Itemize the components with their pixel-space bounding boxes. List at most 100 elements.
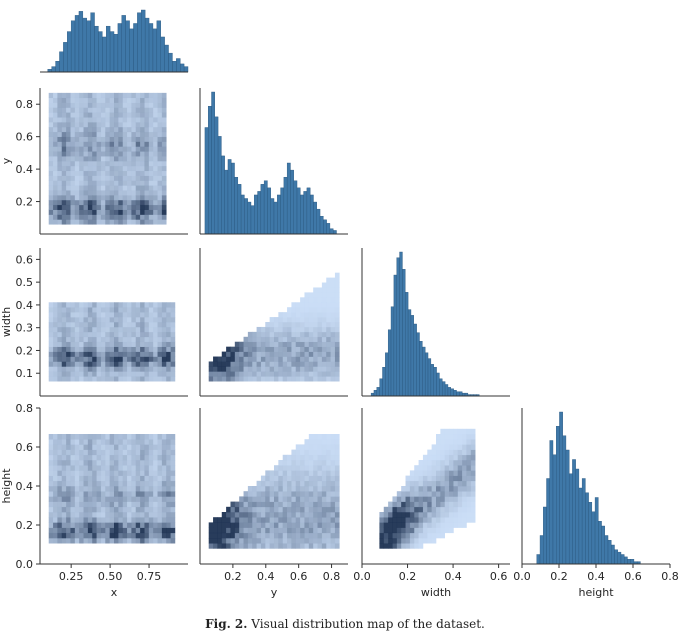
density-cell-width-x <box>161 312 167 318</box>
density-cell-y-x <box>135 112 141 118</box>
density-cell-width-x <box>144 302 150 308</box>
density-cell-width-x <box>87 371 93 377</box>
density-cell-width-y <box>330 356 336 362</box>
density-cell-height-y <box>260 512 266 518</box>
density-cell-width-x <box>61 312 67 318</box>
density-cell-width-x <box>87 331 93 338</box>
density-cell-width-x <box>135 322 141 328</box>
density-cell-width-y <box>334 302 340 308</box>
density-cell-width-x <box>166 356 171 362</box>
density-cell-y-x <box>74 102 80 108</box>
density-cell-height-x <box>87 449 93 456</box>
density-cell-height-x <box>100 522 106 528</box>
density-cell-height-y <box>256 527 262 534</box>
density-cell-height-y <box>300 475 305 482</box>
density-cell-height-x <box>122 527 128 534</box>
density-cell-height-y <box>321 491 327 497</box>
density-cell-width-x <box>92 371 97 377</box>
density-cell-height-y <box>295 517 301 523</box>
density-cell-width-y <box>247 336 253 343</box>
density-cell-height-y <box>326 506 331 513</box>
hist-bar-x <box>125 20 130 73</box>
hist-bar-y <box>231 162 235 235</box>
density-cell-y-x <box>127 219 132 225</box>
density-cell-height-width <box>449 486 454 492</box>
density-cell-height-y <box>330 491 336 497</box>
density-cell-width-y <box>334 326 340 333</box>
density-cell-height-x <box>105 522 110 528</box>
density-cell-width-y <box>295 356 301 362</box>
hist-bar-height <box>565 449 570 565</box>
density-cell-height-x <box>122 460 128 466</box>
density-cell-height-x <box>114 538 119 544</box>
density-cell-height-y <box>291 480 297 487</box>
density-cell-height-width <box>457 480 463 487</box>
density-cell-y-x <box>74 161 80 167</box>
density-cell-width-x <box>48 371 54 377</box>
density-cell-width-y <box>226 346 231 352</box>
density-cell-width-x <box>48 341 54 347</box>
density-cell-height-width <box>418 460 424 466</box>
density-cell-width-x <box>153 351 158 357</box>
density-cell-height-x <box>53 522 58 528</box>
density-cell-width-x <box>100 322 106 328</box>
density-cell-y-x <box>157 165 163 172</box>
density-cell-y-x <box>57 195 63 201</box>
density-cell-height-x <box>57 532 63 539</box>
density-cell-y-x <box>105 126 110 133</box>
density-cell-height-width <box>414 470 419 476</box>
density-cell-width-y <box>308 317 314 323</box>
density-cell-height-width <box>396 522 402 528</box>
density-cell-width-y <box>213 361 218 367</box>
density-cell-height-width <box>444 470 450 476</box>
density-cell-height-y <box>308 454 314 461</box>
density-cell-height-x <box>166 434 171 440</box>
density-cell-height-x <box>74 434 80 440</box>
density-cell-width-y <box>274 371 279 377</box>
y-tick-label-height: 0.0 <box>16 558 34 571</box>
density-cell-height-y <box>274 486 279 492</box>
density-cell-height-width <box>444 454 450 461</box>
density-cell-y-x <box>153 156 158 162</box>
density-cell-width-y <box>326 341 331 347</box>
hist-bar-x <box>117 23 122 73</box>
density-cell-height-x <box>96 538 102 544</box>
density-cell-y-x <box>109 107 115 113</box>
density-cell-width-y <box>308 366 314 372</box>
density-cell-height-y <box>260 532 266 539</box>
density-cell-y-x <box>144 92 150 99</box>
density-cell-width-y <box>278 371 283 377</box>
density-cell-width-x <box>83 356 89 362</box>
density-cell-width-x <box>105 371 110 377</box>
density-cell-width-y <box>330 341 336 347</box>
density-cell-y-x <box>53 161 58 167</box>
density-cell-width-x <box>92 322 97 328</box>
density-cell-height-y <box>260 486 266 492</box>
density-cell-y-x <box>48 204 54 210</box>
density-cell-height-x <box>92 449 97 456</box>
density-cell-height-x <box>153 475 158 482</box>
density-cell-y-x <box>131 180 137 186</box>
density-cell-height-y <box>278 465 283 471</box>
density-cell-width-y <box>313 297 318 303</box>
hist-bar-x <box>109 31 115 73</box>
density-cell-width-x <box>105 356 110 362</box>
density-cell-height-width <box>401 491 406 497</box>
density-cell-height-y <box>269 470 275 476</box>
density-cell-width-x <box>79 312 84 318</box>
hist-bar-y <box>221 155 225 235</box>
density-cell-height-width <box>431 512 437 518</box>
density-cell-width-y <box>208 366 214 372</box>
density-cell-y-x <box>114 185 119 191</box>
density-cell-height-x <box>131 444 137 450</box>
density-cell-height-x <box>105 506 110 513</box>
density-cell-height-width <box>436 491 441 497</box>
density-cell-width-x <box>157 361 163 367</box>
hist-bar-width <box>405 292 409 397</box>
density-cell-y-x <box>53 156 58 162</box>
density-cell-height-width <box>440 517 445 523</box>
density-cell-y-x <box>153 165 158 172</box>
density-cell-width-x <box>109 371 115 377</box>
density-cell-height-width <box>388 517 393 523</box>
density-cell-y-x <box>157 117 163 123</box>
